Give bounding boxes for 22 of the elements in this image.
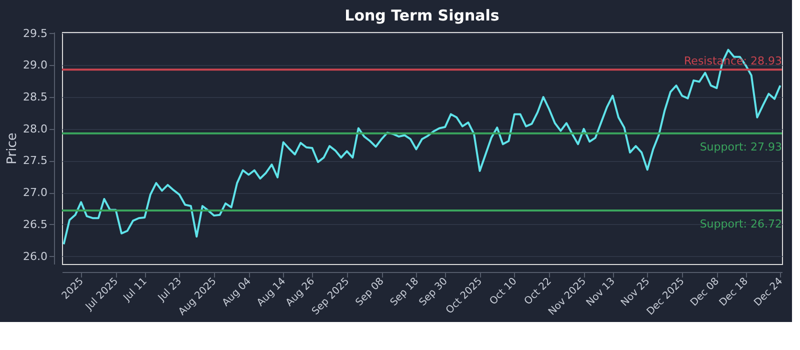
x-tick-label: Nov 13: [584, 276, 618, 309]
y-tick-label: 26.5: [23, 218, 48, 231]
chart-title: Long Term Signals: [344, 6, 500, 24]
y-tick-label: 28.5: [23, 90, 48, 104]
x-tick-label: Jul 11: [121, 276, 150, 304]
y-tick-label: 29.5: [23, 26, 48, 40]
x-tick-label: Dec 24: [752, 276, 786, 309]
y-tick-label: 26.0: [23, 250, 48, 263]
line-series: [62, 48, 782, 246]
y-tick-label: 29.0: [23, 58, 48, 72]
x-tick-label: Jul 23: [156, 276, 184, 304]
y-tick-label: 27.0: [23, 186, 48, 200]
y-tick-label: 27.5: [23, 154, 48, 168]
x-tick-label: Dec 18: [718, 276, 750, 309]
x-tick-label: Aug 04: [220, 276, 254, 309]
ref-line-label: Support: 27.93: [700, 140, 782, 154]
y-axis-title: Price: [5, 132, 20, 164]
ref-line-label: Support: 26.72: [700, 217, 782, 230]
x-tick-label: Oct 22: [522, 276, 554, 308]
y-tick-label: 28.0: [23, 122, 48, 136]
x-tick-label: Sep 08: [354, 276, 386, 308]
x-tick-label: Oct 10: [488, 276, 520, 308]
